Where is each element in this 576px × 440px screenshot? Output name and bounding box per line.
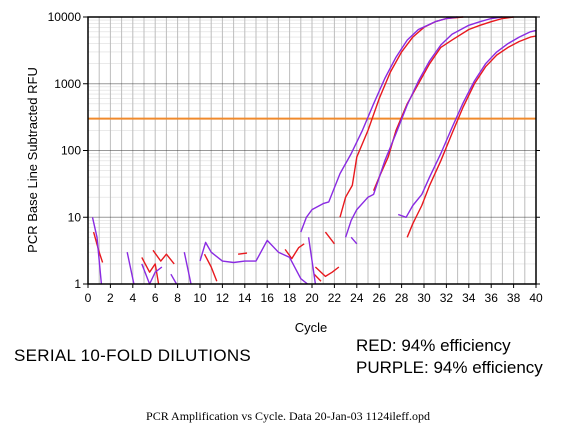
- y-tick-label: 10: [68, 210, 82, 224]
- series-line-purple: [199, 239, 308, 285]
- x-tick-label: 0: [85, 291, 92, 305]
- y-tick-labels: 1 10 100 1000 10000: [48, 10, 540, 291]
- series-line-purple: [141, 263, 163, 285]
- y-tick-label: 1: [74, 277, 81, 291]
- x-tick-label: 38: [507, 291, 521, 305]
- x-tick-label: 4: [129, 291, 136, 305]
- series-line-purple: [397, 29, 537, 219]
- chart-caption: PCR Amplification vs Cycle. Data 20-Jan-…: [146, 409, 430, 423]
- x-tick-label: 34: [462, 291, 476, 305]
- y-axis-title: PCR Base Line Subtracted RFU: [25, 67, 40, 253]
- x-tick-label: 24: [350, 291, 364, 305]
- x-tick-label: 32: [440, 291, 454, 305]
- series-line-red: [324, 231, 335, 245]
- serial-dilutions-note: SERIAL 10-FOLD DILUTIONS: [14, 346, 252, 365]
- x-tick-label: 12: [216, 291, 230, 305]
- x-tick-label: 6: [152, 291, 159, 305]
- series-line-purple: [91, 217, 103, 285]
- series-line-purple: [170, 273, 178, 285]
- x-tick-label: 22: [328, 291, 342, 305]
- x-axis-title: Cycle: [295, 320, 328, 335]
- grid-lines: [87, 17, 537, 285]
- y-tick-label: 10000: [48, 10, 82, 24]
- series-line-red: [92, 231, 104, 263]
- series-line-red: [313, 273, 322, 282]
- x-tick-label: 30: [417, 291, 431, 305]
- x-tick-label: 2: [107, 291, 114, 305]
- series-line-red: [238, 252, 248, 255]
- red-efficiency-note: RED: 94% efficiency: [356, 336, 511, 355]
- x-tick-label: 26: [373, 291, 387, 305]
- series-line-red: [141, 257, 160, 285]
- x-tick-label: 20: [305, 291, 319, 305]
- series-line-purple: [344, 16, 503, 238]
- series-line-red: [372, 16, 514, 191]
- series-line-purple: [307, 237, 317, 285]
- y-tick-label: 100: [61, 144, 81, 158]
- series-line-purple: [126, 252, 135, 285]
- y-tick-label: 1000: [54, 77, 81, 91]
- x-tick-label: 28: [395, 291, 409, 305]
- x-tick-label: 10: [193, 291, 207, 305]
- series-line-red: [406, 35, 537, 238]
- x-tick-label: 40: [529, 291, 543, 305]
- series-line-purple: [350, 236, 358, 245]
- series-line-red: [203, 253, 218, 282]
- x-tick-label: 18: [283, 291, 297, 305]
- series-line-purple: [300, 16, 458, 233]
- purple-efficiency-note: PURPLE: 94% efficiency: [356, 358, 543, 377]
- series-lines: [91, 16, 537, 285]
- x-tick-labels: 0 2 4 6 8 10 12 14 16 18 20 22 24 26 28 30 32 34 36 38 40: [85, 284, 543, 305]
- series-line-red: [284, 243, 305, 260]
- series-line-red: [152, 249, 175, 265]
- series-line-purple: [183, 252, 192, 285]
- x-tick-label: 16: [261, 291, 275, 305]
- x-tick-label: 8: [174, 291, 181, 305]
- x-tick-label: 36: [485, 291, 499, 305]
- series-line-red: [314, 266, 340, 278]
- x-tick-label: 14: [238, 291, 252, 305]
